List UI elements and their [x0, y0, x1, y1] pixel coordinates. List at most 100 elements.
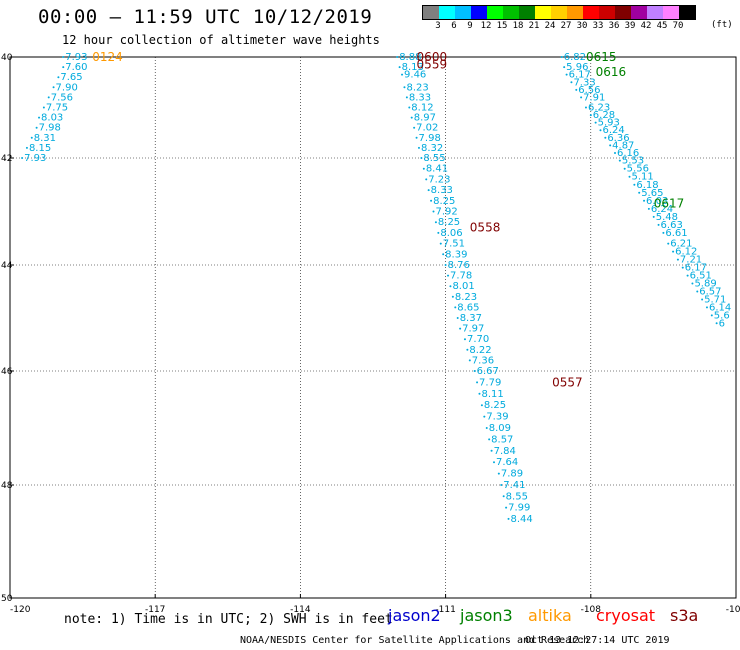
wave-height-label: 6 — [719, 318, 725, 329]
wave-height-label: 6.51 — [690, 271, 712, 282]
wave-height-label: 6.61 — [665, 228, 687, 239]
track-point — [459, 327, 462, 330]
lon-tick-label: -120 — [10, 605, 31, 615]
track-point — [403, 86, 406, 89]
wave-height-label: 7.02 — [416, 123, 438, 134]
lon-tick-label: -114 — [290, 605, 311, 615]
legend-altika: altika — [528, 606, 572, 625]
track-point — [415, 136, 418, 139]
legend-s3a: s3a — [670, 606, 699, 625]
wave-height-label: 4.87 — [612, 140, 634, 151]
track-point — [420, 157, 423, 159]
lat-tick-label: 50 — [1, 594, 13, 604]
wave-height-label: 8.23 — [406, 82, 428, 93]
track-point — [456, 317, 459, 319]
track-point — [25, 146, 28, 149]
legend-jason2: jason2 — [388, 606, 441, 625]
wave-height-label: 5.71 — [704, 294, 726, 305]
wave-height-label: 8.25 — [438, 217, 460, 228]
color-swatch-4 — [487, 6, 503, 19]
color-scale-label: 33 — [592, 21, 604, 31]
color-swatch-13 — [631, 6, 647, 19]
color-swatch-16 — [679, 6, 695, 19]
wave-height-label: 7.21 — [680, 255, 702, 266]
track-point — [628, 175, 631, 178]
wave-height-label: 8.23 — [455, 292, 477, 303]
wave-height-label: 6.17 — [685, 263, 707, 274]
track-point — [35, 126, 38, 129]
wave-height-label: 8.25 — [484, 400, 506, 411]
wave-height-label: 7.64 — [496, 457, 518, 468]
track-point — [500, 484, 503, 486]
track-point — [38, 116, 41, 119]
track-point — [30, 136, 33, 139]
wave-height-label: 8.03 — [41, 113, 63, 124]
footer-credit: NOAA/NESDIS Center for Satellite Applica… — [240, 635, 590, 646]
track-point — [468, 359, 471, 362]
color-swatch-0 — [423, 6, 439, 19]
track-point — [691, 282, 694, 285]
track-point — [408, 106, 411, 109]
track-point — [442, 253, 445, 256]
wave-height-label: 7.99 — [508, 503, 530, 514]
color-scale-label: 39 — [624, 21, 636, 31]
wave-height-label: 6.24 — [651, 204, 673, 215]
wave-height-label: 7.23 — [428, 174, 450, 185]
wave-height-label: 8.11 — [481, 389, 503, 400]
track-point — [488, 438, 491, 441]
color-scale-unit: (ft) — [711, 20, 733, 30]
track-point — [451, 295, 454, 298]
track-point — [432, 210, 435, 213]
track-point — [396, 56, 399, 58]
track-point — [609, 144, 612, 147]
track-point — [633, 183, 636, 186]
wave-height-label: 5.89 — [694, 279, 716, 290]
track-point — [580, 96, 583, 99]
color-scale: 3 6 9 12 15 18 21 24 27 30 33 36 39 42 45 70 (ft) — [422, 5, 733, 31]
wave-height-label: 6.24 — [602, 125, 624, 136]
color-swatch-14 — [647, 6, 663, 19]
wave-height-label: 6.16 — [617, 148, 639, 159]
color-scale-labels: 3 6 9 12 15 18 21 24 27 30 33 36 39 42 45 70 — [422, 21, 696, 31]
track-point — [463, 338, 466, 341]
track-point — [643, 199, 646, 202]
color-scale-label: 12 — [480, 21, 492, 31]
track-point — [413, 126, 416, 129]
wave-height-label: 5.53 — [622, 156, 644, 167]
color-swatch-6 — [519, 6, 535, 19]
track-point — [485, 427, 488, 429]
color-scale-label: 42 — [640, 21, 652, 31]
wave-height-label: 7.51 — [443, 239, 465, 250]
color-scale-label: 45 — [656, 21, 668, 31]
pass-time-label: 0600 — [417, 50, 448, 64]
track-point — [42, 106, 45, 109]
color-swatch-11 — [599, 6, 615, 19]
page-title: 00:00 – 11:59 UTC 10/12/2019 — [38, 6, 373, 28]
wave-height-label: 7.65 — [60, 72, 82, 83]
wave-height-label: 5.93 — [598, 118, 620, 129]
wave-height-label: 6.28 — [593, 110, 615, 121]
track-point — [614, 151, 616, 154]
wave-height-label: 6.63 — [661, 220, 683, 231]
color-swatch-8 — [551, 6, 567, 19]
wave-height-label: 8.55 — [423, 153, 445, 164]
wave-height-label: 8.13 — [402, 62, 424, 73]
wave-height-label: 5.48 — [656, 212, 678, 223]
legend-cryosat: cryosat — [596, 606, 656, 625]
wave-height-label: 6.56 — [578, 85, 600, 96]
wave-height-label: 7.70 — [467, 334, 489, 345]
track-point — [676, 258, 679, 261]
wave-height-label: 8.65 — [457, 302, 479, 313]
track-point — [647, 207, 650, 210]
lat-tick-label: 44 — [1, 261, 13, 271]
track-point — [21, 157, 24, 159]
track-point — [652, 215, 655, 218]
track-point — [405, 96, 408, 99]
track-point — [417, 146, 420, 149]
color-scale-label: 9 — [467, 21, 473, 31]
wave-height-label: 8.97 — [414, 113, 436, 124]
track-point — [560, 56, 563, 58]
wave-height-label: 8.57 — [491, 434, 513, 445]
track-point — [599, 129, 602, 132]
wave-height-label: 6.18 — [636, 180, 658, 191]
